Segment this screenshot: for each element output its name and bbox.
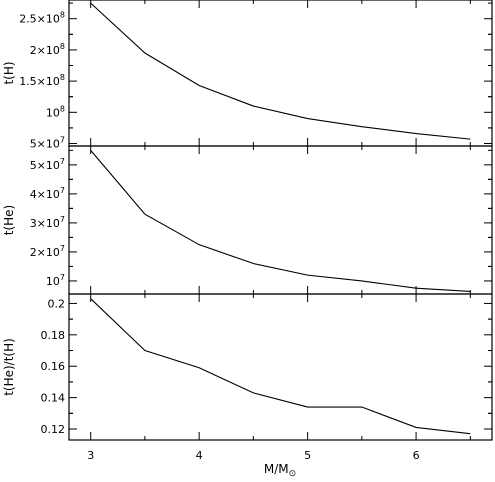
x-axis-title-sub: ⊙ [289, 469, 297, 479]
panel-top-ytick-label-exponent: 8 [60, 42, 65, 51]
panel-middle-ytick-label-exponent: 7 [60, 157, 65, 166]
panel-middle-ytick-label-mantissa: 3×10 [30, 217, 60, 230]
x-tick-label: 4 [196, 449, 203, 462]
panel-top-ytick-label-exponent: 8 [60, 73, 65, 82]
panel-top-ytick-label-exponent: 8 [60, 11, 65, 20]
panel-top-ytick-label-mantissa: 2×10 [30, 44, 60, 57]
x-tick-label: 5 [304, 449, 311, 462]
panel-top-ytick-label: 2×108 [30, 42, 65, 57]
panel-middle-ytick-label-exponent: 7 [60, 186, 65, 195]
panel-top-ytick-label-mantissa: 1.5×10 [19, 75, 60, 88]
panel-top-ylabel: t(H) [2, 61, 16, 84]
x-axis-title-main: M/M [264, 462, 289, 476]
panel-bottom-series-line [90, 298, 471, 435]
panel-middle-series-line [90, 149, 471, 292]
panel-middle-ytick-label-exponent: 7 [60, 215, 65, 224]
panel-top-ytick-label: 5×107 [30, 136, 65, 151]
panel-bottom-ytick-label: 0.16 [41, 360, 66, 373]
panel-top-ytick-label-exponent: 8 [60, 104, 65, 113]
panel-bottom-content: 0.12 0.14 0.16 0.18 0.2 3 4 5 6 [41, 294, 492, 462]
panel-middle-ylabel: t(He) [2, 205, 16, 235]
panel-bottom-ytick-label: 0.14 [41, 392, 66, 405]
panel-middle-ytick-label: 107 [46, 273, 65, 288]
panel-top-ytick-label-mantissa: 5×10 [30, 138, 60, 151]
panel-top-ytick-label: 1.5×108 [19, 73, 65, 88]
panel-bottom-ytick-label: 0.2 [48, 297, 66, 310]
x-axis-title: M/M⊙ [264, 462, 296, 479]
panel-middle-ytick-label-mantissa: 4×10 [30, 188, 60, 201]
panel-middle-ytick-label: 3×107 [30, 215, 65, 230]
panel-middle-ytick-label-mantissa: 5×10 [30, 159, 60, 172]
panel-middle-ytick-label: 4×107 [30, 186, 65, 201]
panel-middle-ytick-label-exponent: 7 [60, 273, 65, 282]
panel-top-series-line [90, 2, 471, 140]
panel-bottom-ytick-label: 0.12 [41, 423, 66, 436]
panel-bottom-ytick-label: 0.18 [41, 329, 66, 342]
panel-bottom-frame [68, 293, 493, 441]
panel-middle-ytick-label-mantissa: 2×10 [30, 246, 60, 259]
panel-middle-ytick-label: 2×107 [30, 244, 65, 259]
panel-middle-ytick-label: 5×107 [30, 157, 65, 172]
panel-middle-ytick-label-exponent: 7 [60, 244, 65, 253]
x-tick-label: 6 [413, 449, 420, 462]
panel-top-ytick-label-exponent: 7 [60, 136, 65, 145]
panel-bottom-ylabel: t(He)/t(H) [2, 338, 16, 396]
panel-top-ytick-label-mantissa: 10 [46, 106, 60, 119]
panel-bottom: 0.12 0.14 0.16 0.18 0.2 3 4 5 6 t(He)/t(H) [2, 293, 493, 462]
panel-middle-ytick-label-mantissa: 10 [46, 275, 60, 288]
panel-top-ytick-label-mantissa: 2.5×10 [19, 13, 60, 26]
panel-top-ytick-label: 2.5×108 [19, 11, 65, 26]
x-tick-label: 3 [87, 449, 94, 462]
panel-top-ytick-label: 108 [46, 104, 65, 119]
